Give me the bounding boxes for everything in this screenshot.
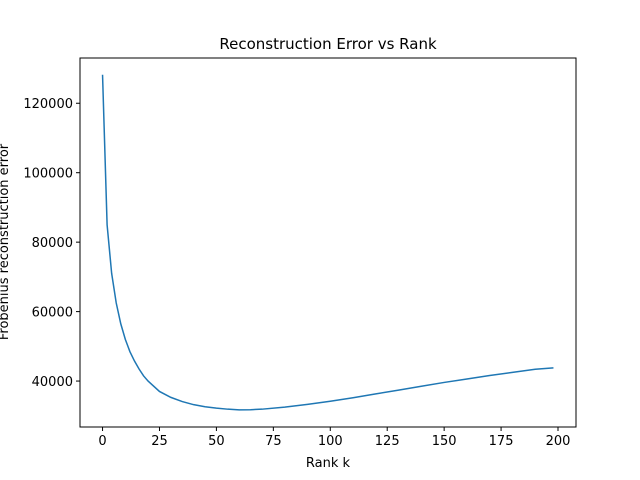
- x-tick-label: 200: [546, 434, 571, 449]
- x-tick-label: 0: [98, 434, 106, 449]
- x-tick-label: 25: [151, 434, 168, 449]
- x-tick-label: 50: [208, 434, 225, 449]
- x-tick-label: 175: [489, 434, 514, 449]
- x-tick-label: 100: [318, 434, 343, 449]
- x-tick-label: 150: [432, 434, 457, 449]
- x-axis-label: Rank k: [306, 456, 351, 471]
- x-tick-label: 75: [265, 434, 282, 449]
- y-tick-label: 80000: [32, 236, 73, 251]
- y-tick-label: 40000: [32, 375, 73, 390]
- chart-title: Reconstruction Error vs Rank: [219, 35, 437, 53]
- plot-frame: [79, 57, 577, 428]
- y-axis-label: Frobenius reconstruction error: [0, 143, 12, 340]
- y-tick-label: 120000: [23, 97, 73, 112]
- y-tick-label: 60000: [32, 306, 73, 321]
- data-line: [101, 74, 554, 411]
- y-tick-label: 100000: [23, 167, 73, 182]
- x-tick-label: 125: [375, 434, 400, 449]
